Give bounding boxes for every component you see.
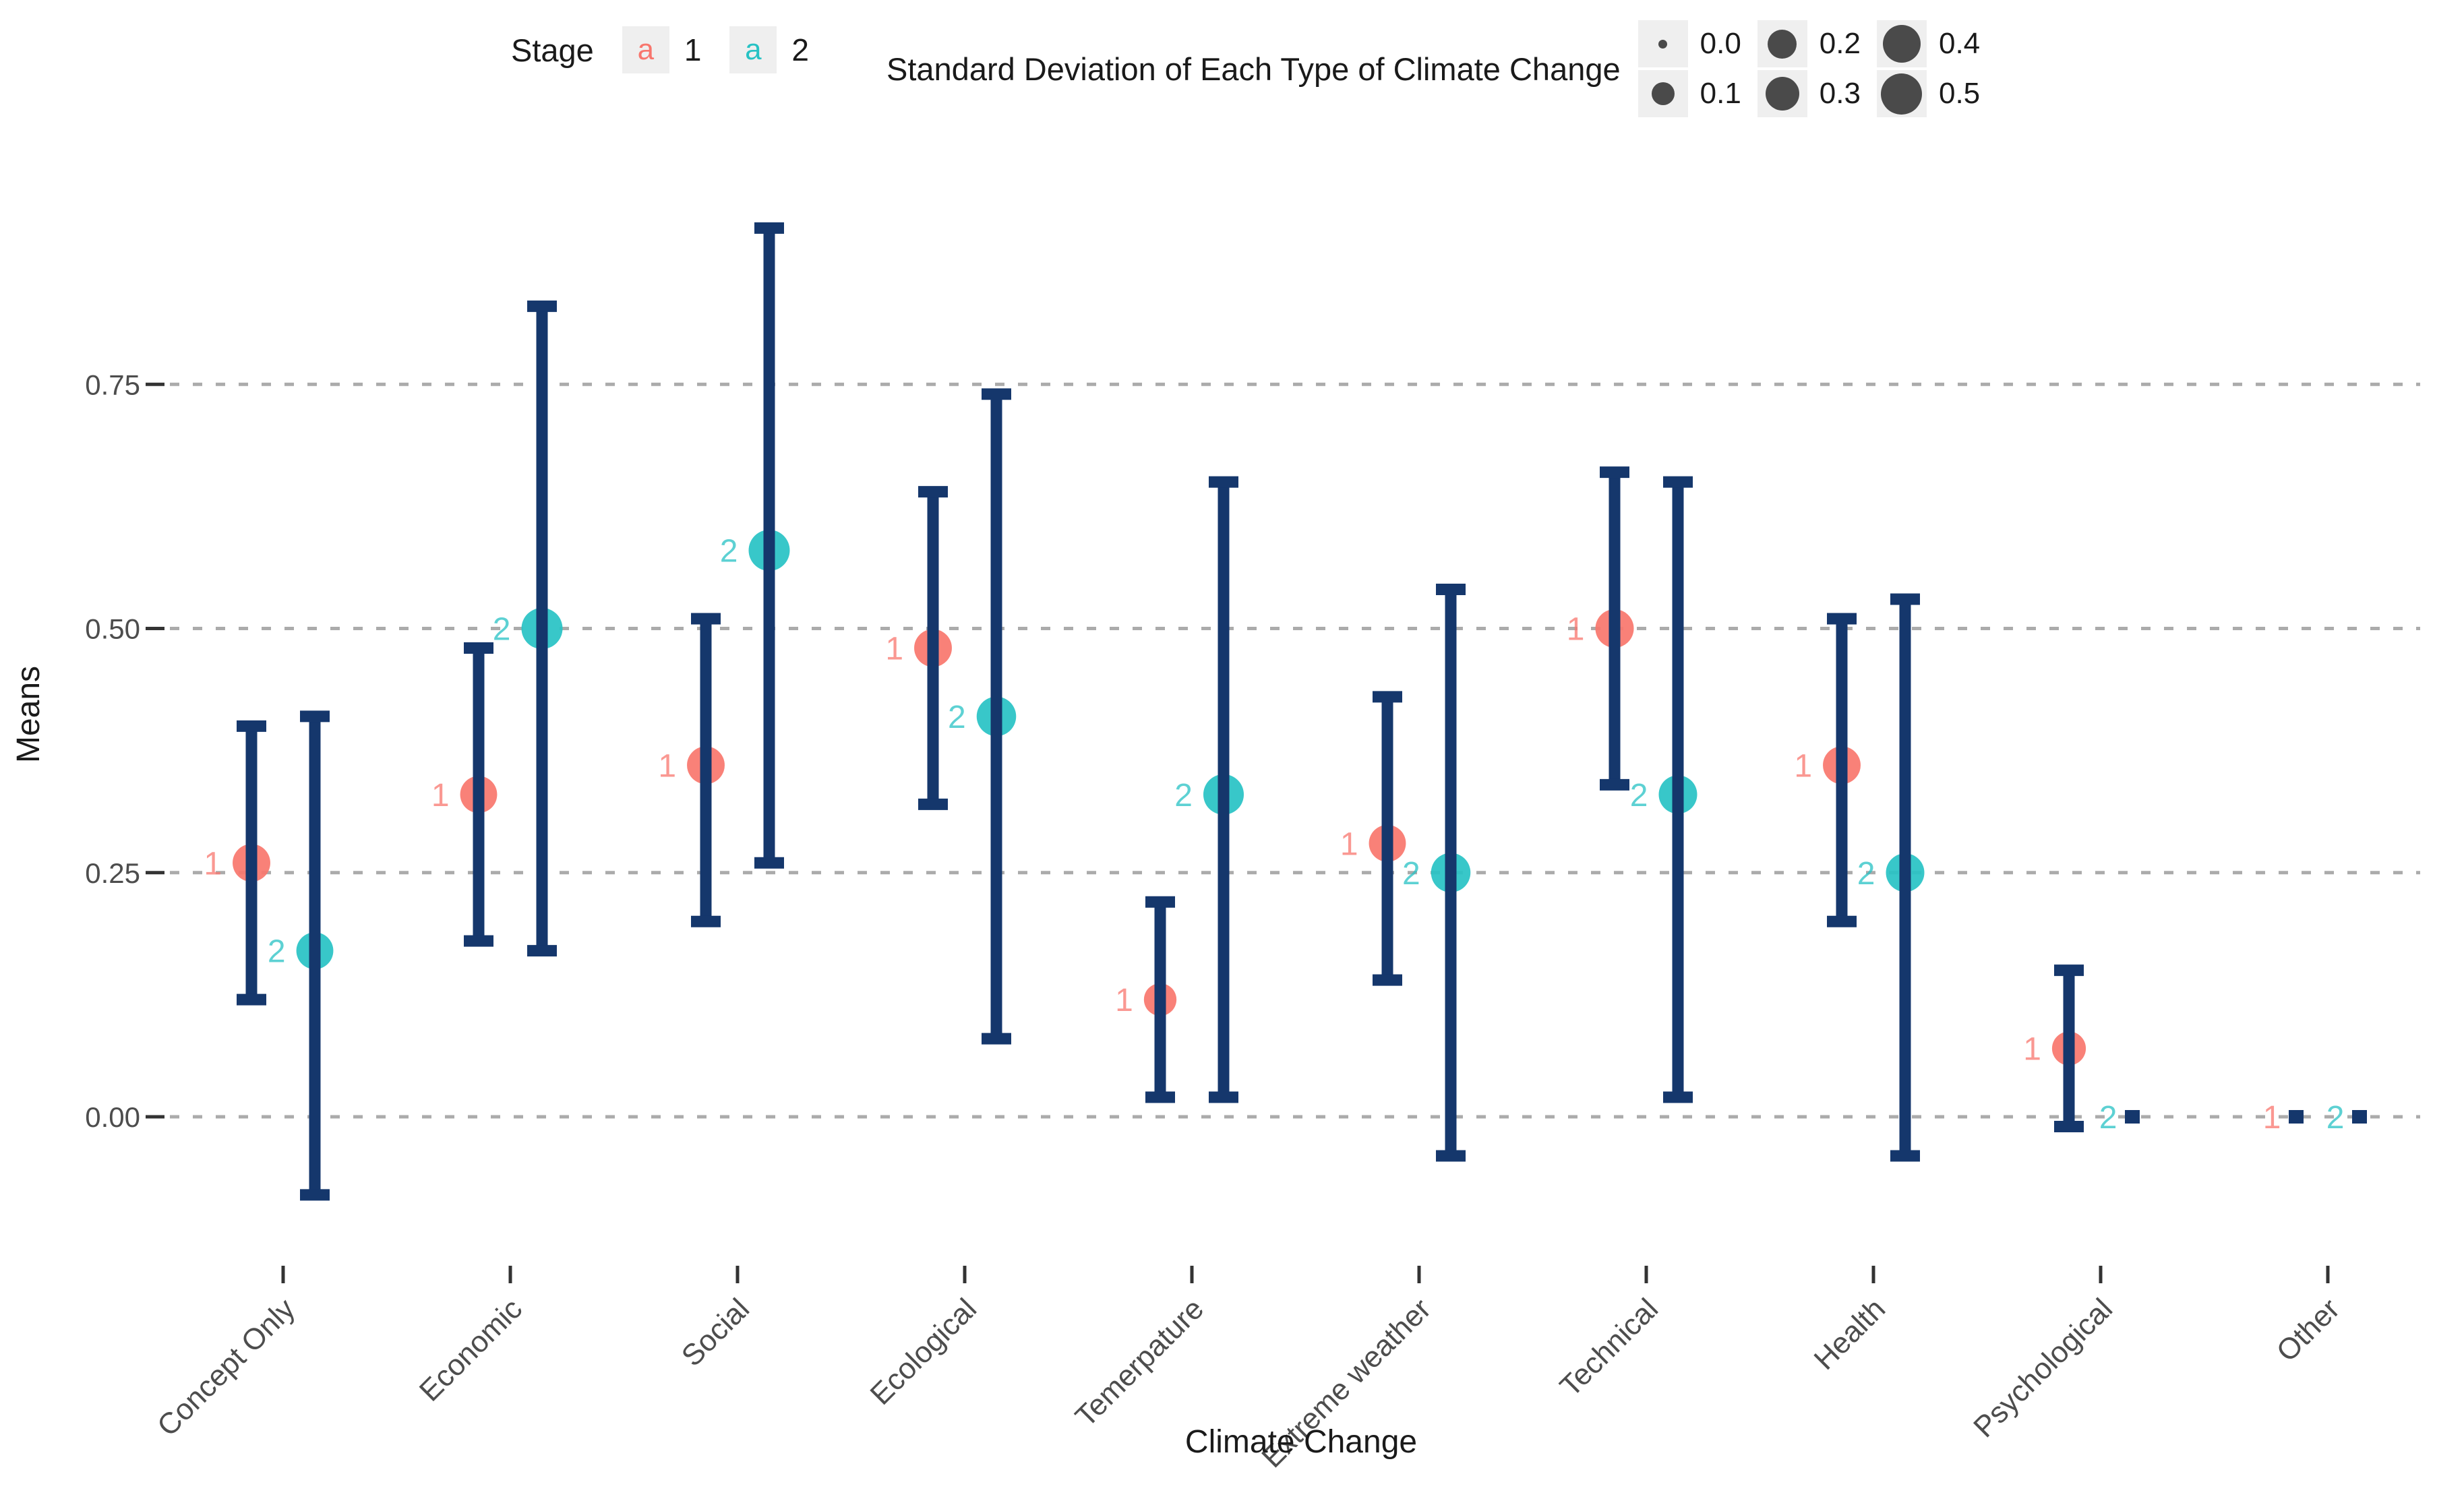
point-label-stage1-economic: 1 (431, 778, 450, 813)
point-label-stage1-health: 1 (1794, 748, 1812, 784)
size-key-0.4 (1876, 20, 1927, 67)
x-tick-label-concept-only: Concept Only (151, 1292, 301, 1442)
x-tick-label-ecological: Ecological (864, 1292, 983, 1411)
y-tick-label-0.75: 0.75 (85, 369, 140, 400)
point-label-stage2-ecological: 2 (948, 700, 966, 735)
size-legend-keys: 0.0 0.1 0.2 0.3 (1637, 19, 1997, 119)
x-tick-label-technical: Technical (1554, 1292, 1664, 1403)
point-label-stage2-technical: 2 (1630, 778, 1648, 813)
size-legend-entry: 0.1 (1637, 70, 1745, 117)
point-label-stage2-social: 2 (720, 534, 738, 570)
size-dot-icon (1765, 77, 1799, 111)
point-label-stage2-economic: 2 (493, 612, 511, 648)
size-label: 0.0 (1700, 27, 1741, 60)
size-legend-title: Standard Deviation of Each Type of Clima… (887, 51, 1621, 87)
point-label-stage1-other: 1 (2263, 1100, 2281, 1136)
size-label: 0.3 (1819, 77, 1861, 110)
point-label-stage1-psychological: 1 (2023, 1032, 2041, 1068)
stage-legend-title: Stage (511, 32, 594, 68)
size-label: 0.2 (1819, 27, 1861, 60)
point-label-stage2-health: 2 (1857, 856, 1875, 892)
x-tick-label-temerpature: Temerpature (1069, 1292, 1210, 1433)
legend-bar: Stage a 1 a 2 Standard Deviation of Each… (0, 0, 2464, 135)
y-axis-title: Means (11, 666, 47, 763)
y-tick-label-0.50: 0.50 (85, 613, 140, 645)
size-key-0.1 (1637, 70, 1688, 117)
size-legend-entry: 0.0 (1637, 20, 1745, 67)
size-dot-icon (1881, 73, 1923, 115)
x-tick-label-other: Other (2271, 1292, 2346, 1368)
stage-legend: Stage a 1 a 2 (511, 24, 837, 75)
point-label-stage1-concept-only: 1 (204, 846, 222, 882)
stage2-key-glyph: a (745, 33, 762, 66)
point-label-stage1-social: 1 (658, 748, 676, 784)
size-legend-entry: 0.2 (1757, 20, 1865, 67)
size-dot-icon (1768, 29, 1797, 59)
size-key-0.2 (1757, 20, 1807, 67)
x-tick-label-social: Social (675, 1292, 756, 1372)
point-label-stage1-technical: 1 (1567, 612, 1585, 648)
x-tick-label-economic: Economic (413, 1292, 529, 1407)
x-axis-title: Climate Change (1185, 1424, 1417, 1460)
size-label: 0.5 (1938, 77, 1981, 110)
point-label-stage1-temerpature: 1 (1115, 983, 1133, 1018)
size-key-0.3 (1757, 70, 1807, 117)
size-legend-entry: 0.5 (1876, 70, 1984, 117)
size-dot-icon (1882, 25, 1921, 63)
point-label-stage2-other: 2 (2326, 1100, 2345, 1136)
stage2-legend-label: 2 (791, 32, 810, 67)
point-label-stage2-extreme-weather: 2 (1402, 856, 1420, 892)
point-label-stage1-ecological: 1 (885, 631, 903, 667)
size-label: 0.1 (1700, 77, 1741, 110)
stage1-key-glyph: a (637, 33, 655, 66)
size-key-0.5 (1876, 70, 1927, 117)
y-tick-label-0.00: 0.00 (85, 1101, 140, 1133)
stage1-legend-key: a (622, 26, 669, 73)
point-label-stage2-psychological: 2 (2099, 1100, 2117, 1136)
y-tick-label-0.25: 0.25 (85, 857, 140, 889)
size-legend: Standard Deviation of Each Type of Clima… (887, 19, 1996, 119)
stage1-legend-label: 1 (684, 32, 702, 67)
size-legend-entry: 0.4 (1876, 20, 1984, 67)
stage2-legend-key: a (729, 26, 777, 73)
size-key-0.0 (1637, 20, 1688, 67)
x-tick-label-health: Health (1807, 1292, 1892, 1376)
point-label-stage1-extreme-weather: 1 (1340, 826, 1358, 862)
size-dot-icon (1651, 82, 1675, 105)
size-label: 0.4 (1938, 27, 1981, 60)
size-legend-entry: 0.3 (1757, 70, 1865, 117)
size-dot-icon (1658, 39, 1668, 49)
point-label-stage2-concept-only: 2 (268, 934, 286, 970)
x-tick-label-psychological: Psychological (1967, 1292, 2119, 1444)
point-label-stage2-temerpature: 2 (1174, 778, 1193, 813)
